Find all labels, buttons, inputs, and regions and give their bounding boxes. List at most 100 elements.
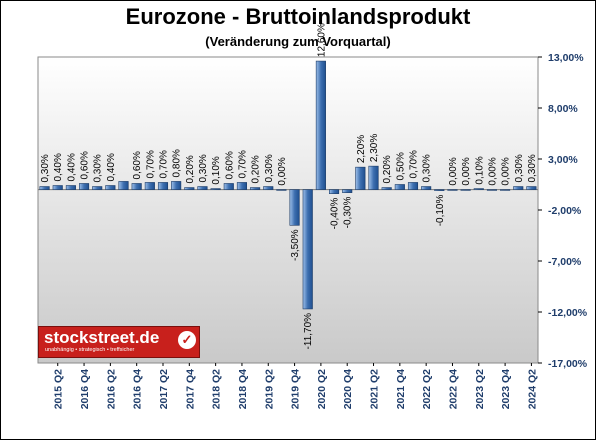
stockstreet-logo: stockstreet.de unabhängig • strategisch …	[38, 326, 200, 358]
value-label: 0,40%	[53, 153, 64, 181]
y-tick-label: -12,00%	[548, 307, 588, 319]
bar-2020-Q4	[342, 189, 353, 193]
bar-2017-Q3	[171, 181, 182, 190]
bar-2020-Q2	[315, 60, 326, 190]
bar-2022-Q2	[421, 186, 432, 190]
value-label: 0,60%	[132, 151, 143, 179]
logo-tagline: unabhängig • strategisch • treffsicher	[45, 347, 135, 353]
value-label: 0,30%	[514, 154, 525, 182]
bar-2024-Q2	[526, 186, 537, 190]
x-tick-label: 2018 Q2	[211, 369, 223, 409]
bar-2020-Q3	[329, 189, 340, 194]
logo-name: stockstreet.de	[44, 328, 160, 347]
bar-2024-Q1	[513, 186, 524, 190]
value-label: -11,70%	[303, 313, 314, 350]
value-label: 0,00%	[448, 157, 459, 185]
value-label: 0,10%	[474, 156, 485, 184]
value-label: 0,30%	[527, 154, 538, 182]
bar-2019-Q4	[289, 189, 300, 226]
value-label: 0,40%	[106, 153, 117, 181]
bar-2016-Q1	[92, 186, 103, 190]
bar-2022-Q4	[447, 189, 458, 191]
bar-2016-Q3	[118, 181, 129, 190]
value-label: 0,00%	[277, 157, 288, 185]
value-label: 0,00%	[461, 157, 472, 185]
bar-2015-Q2	[52, 185, 63, 190]
x-tick-label: 2016 Q4	[132, 369, 144, 409]
y-tick-label: 8,00%	[548, 103, 578, 115]
value-label: 0,70%	[237, 150, 248, 178]
bar-2018-Q1	[197, 186, 208, 190]
bar-2015-Q3	[65, 185, 76, 190]
bar-2022-Q1	[407, 182, 419, 190]
value-label: -0,40%	[330, 198, 341, 230]
bar-2016-Q2	[105, 185, 116, 190]
value-label: 0,30%	[198, 154, 209, 182]
value-label: 0,70%	[145, 150, 156, 178]
y-tick-label: -17,00%	[548, 358, 588, 370]
x-tick-label: 2021 Q2	[369, 369, 381, 409]
bar-2020-Q1	[302, 189, 313, 310]
x-tick-label: 2024 Q2	[526, 369, 538, 409]
value-label: 0,30%	[93, 154, 104, 182]
x-tick-label: 2019 Q2	[263, 369, 275, 409]
x-tick-label: 2022 Q2	[421, 369, 433, 409]
value-label: 0,30%	[264, 154, 275, 182]
x-tick-label: 2016 Q2	[105, 369, 117, 409]
x-tick-label: 2018 Q4	[237, 369, 249, 409]
x-tick-label: 2022 Q4	[447, 369, 459, 409]
bar-2017-Q1	[144, 182, 155, 190]
x-tick-label: 2015 Q2	[53, 369, 65, 409]
plot-area	[37, 56, 539, 364]
value-label: 0,20%	[251, 155, 262, 183]
bar-2019-Q3	[276, 189, 287, 191]
value-label: 0,30%	[40, 154, 51, 182]
bar-2018-Q2	[210, 188, 221, 190]
x-tick-label: 2020 Q2	[316, 369, 328, 409]
check-icon: ✓	[178, 331, 196, 349]
value-label: 2,20%	[356, 135, 367, 163]
value-label: -0,10%	[435, 195, 446, 227]
y-tick-label: 13,00%	[548, 52, 584, 64]
bar-2016-Q4	[131, 183, 142, 190]
value-label: 0,50%	[395, 152, 406, 180]
bar-2017-Q4	[184, 187, 195, 190]
value-label: -3,50%	[290, 229, 301, 261]
value-label: 0,00%	[501, 157, 512, 185]
y-tick-label: -7,00%	[548, 256, 582, 268]
bar-2023-Q1	[460, 189, 471, 191]
x-tick-label: 2017 Q4	[184, 369, 196, 409]
bar-2021-Q4	[394, 184, 405, 190]
x-tick-label: 2020 Q4	[342, 369, 354, 409]
value-label: 0,10%	[211, 156, 222, 184]
value-label: 0,80%	[172, 149, 183, 177]
x-tick-label: 2017 Q2	[158, 369, 170, 409]
bar-2021-Q2	[368, 165, 379, 190]
bar-2023-Q2	[473, 188, 484, 190]
value-label: 0,30%	[422, 154, 433, 182]
x-tick-label: 2021 Q4	[395, 369, 407, 409]
bar-2022-Q3	[434, 189, 445, 191]
bar-2018-Q4	[236, 182, 247, 190]
chart-title: Eurozone - Bruttoinlandsprodukt	[125, 4, 471, 29]
bar-2015-Q4	[79, 183, 90, 190]
x-tick-label: 2023 Q2	[474, 369, 486, 409]
bar-2019-Q1	[250, 187, 261, 190]
x-tick-label: 2023 Q4	[500, 369, 512, 409]
value-label: 0,60%	[80, 151, 91, 179]
value-label: 0,00%	[487, 157, 498, 185]
bar-2018-Q3	[223, 183, 234, 190]
bar-2023-Q4	[500, 189, 511, 191]
chart-subtitle: (Veränderung zum Vorquartal)	[205, 34, 391, 49]
value-label: 0,40%	[66, 153, 77, 181]
x-tick-label: 2019 Q4	[290, 369, 302, 409]
value-label: 0,70%	[159, 150, 170, 178]
bar-2017-Q2	[157, 182, 169, 190]
bar-2015-Q1	[39, 186, 50, 190]
value-label: -0,30%	[343, 197, 354, 229]
value-label: 12,60%	[316, 23, 327, 57]
bar-2021-Q1	[355, 166, 366, 190]
bar-2019-Q2	[263, 186, 274, 190]
value-label: 0,20%	[382, 155, 393, 183]
